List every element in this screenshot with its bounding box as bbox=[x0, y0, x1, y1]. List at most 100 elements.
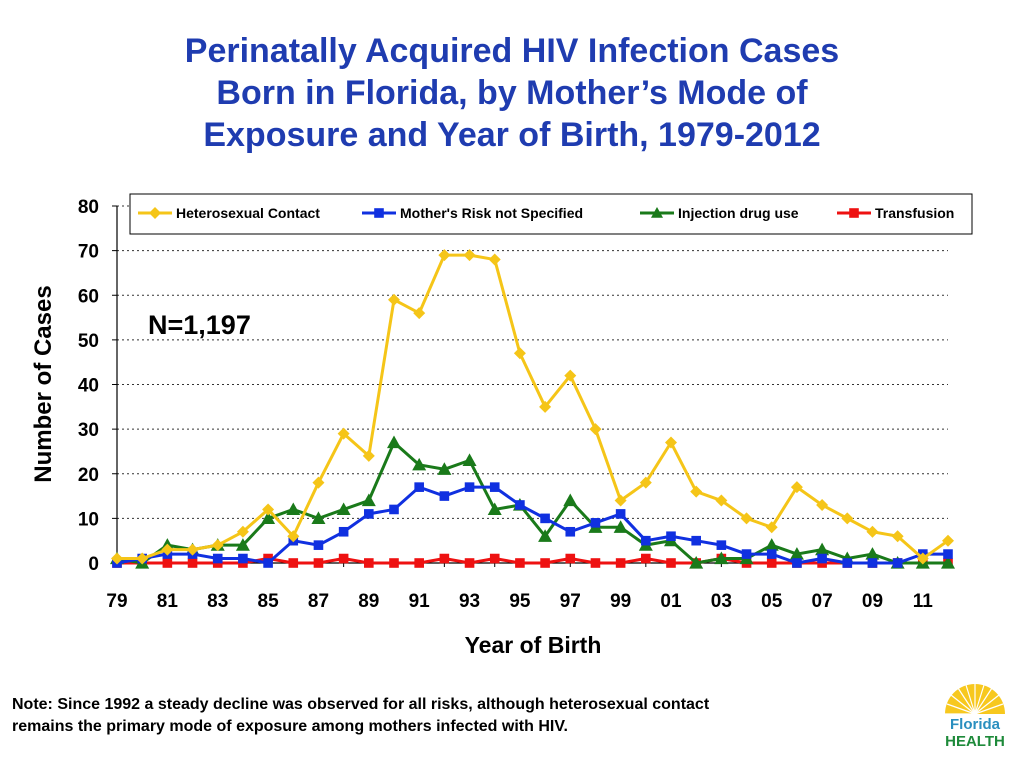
data-point-s0 bbox=[564, 369, 577, 382]
data-point-s2 bbox=[286, 502, 301, 516]
data-point-s3 bbox=[364, 558, 374, 568]
data-point-s0 bbox=[790, 481, 803, 494]
data-point-s2 bbox=[613, 520, 628, 533]
x-tick-label: 91 bbox=[409, 591, 431, 612]
data-point-s0 bbox=[740, 512, 753, 525]
data-point-s2 bbox=[387, 435, 401, 449]
data-point-s3 bbox=[389, 558, 399, 568]
data-point-s2 bbox=[462, 453, 477, 466]
x-axis-title: Year of Birth bbox=[465, 632, 602, 658]
x-tick-label: 11 bbox=[913, 591, 934, 612]
data-point-s1 bbox=[590, 518, 601, 528]
data-point-s3 bbox=[464, 558, 475, 568]
data-point-s2 bbox=[563, 493, 578, 507]
legend-marker bbox=[374, 208, 384, 218]
florida-health-logo: Florida HEALTH bbox=[945, 684, 1005, 750]
legend-label: Mother's Risk not Specified bbox=[400, 205, 583, 221]
series-line-0 bbox=[117, 253, 949, 561]
data-point-s1 bbox=[439, 491, 450, 501]
data-point-s0 bbox=[614, 494, 627, 507]
data-point-s0 bbox=[287, 530, 300, 543]
x-tick-label: 01 bbox=[660, 591, 682, 612]
sample-size-annotation: N=1,197 bbox=[148, 310, 251, 340]
x-tick-label: 97 bbox=[560, 591, 581, 612]
data-point-s1 bbox=[263, 558, 273, 568]
legend-marker bbox=[849, 208, 859, 218]
footnote-line-1: Note: Since 1992 a steady decline was ob… bbox=[12, 696, 710, 713]
data-point-s1 bbox=[212, 553, 223, 564]
data-point-s1 bbox=[867, 558, 878, 568]
sun-icon bbox=[945, 684, 1005, 715]
data-point-s3 bbox=[439, 553, 450, 564]
x-tick-label: 87 bbox=[308, 591, 329, 612]
y-tick-label: 70 bbox=[78, 242, 99, 263]
title-line-1: Perinatally Acquired HIV Infection Cases bbox=[184, 32, 840, 70]
svg-text:Florida: Florida bbox=[950, 716, 1001, 733]
data-point-s0 bbox=[111, 552, 123, 565]
data-point-s0 bbox=[891, 530, 904, 543]
data-point-s1 bbox=[691, 535, 701, 546]
data-point-s0 bbox=[236, 525, 249, 538]
x-tick-label: 05 bbox=[761, 591, 783, 612]
data-point-s0 bbox=[841, 512, 854, 525]
svg-text:HEALTH: HEALTH bbox=[945, 733, 1005, 750]
x-tick-label: 81 bbox=[157, 591, 179, 612]
data-point-s3 bbox=[313, 558, 324, 568]
data-point-s1 bbox=[313, 540, 324, 550]
data-point-s0 bbox=[488, 253, 501, 266]
data-point-s3 bbox=[540, 558, 550, 568]
data-point-s0 bbox=[916, 552, 929, 565]
data-point-s3 bbox=[414, 558, 424, 568]
data-point-s2 bbox=[261, 511, 276, 524]
data-point-s3 bbox=[187, 558, 198, 568]
data-point-s0 bbox=[463, 249, 476, 262]
data-point-s1 bbox=[842, 558, 853, 568]
chart-title: Perinatally Acquired HIV Infection Cases… bbox=[60, 30, 964, 156]
data-point-s3 bbox=[615, 558, 626, 568]
data-point-s1 bbox=[389, 504, 399, 515]
data-point-s0 bbox=[362, 449, 375, 462]
data-point-s1 bbox=[741, 549, 752, 559]
data-point-s1 bbox=[540, 513, 550, 524]
footnote-line-2: remains the primary mode of exposure amo… bbox=[12, 718, 568, 735]
data-point-s0 bbox=[665, 436, 677, 449]
data-point-s0 bbox=[539, 400, 552, 413]
x-tick-label: 07 bbox=[812, 591, 833, 612]
data-point-s2 bbox=[941, 556, 955, 569]
legend-marker bbox=[149, 207, 161, 219]
data-point-s0 bbox=[413, 307, 426, 320]
data-point-s3 bbox=[489, 553, 500, 564]
y-tick-label: 30 bbox=[78, 420, 99, 441]
data-point-s0 bbox=[136, 552, 149, 565]
data-point-s1 bbox=[414, 482, 424, 492]
data-point-s2 bbox=[336, 502, 351, 516]
y-tick-label: 10 bbox=[78, 509, 99, 530]
data-point-s2 bbox=[815, 542, 830, 556]
title-line-2: Born in Florida, by Mother’s Mode of bbox=[216, 74, 808, 112]
data-point-s0 bbox=[337, 427, 350, 440]
data-point-s3 bbox=[590, 558, 601, 568]
data-point-s2 bbox=[865, 547, 880, 560]
data-point-s0 bbox=[211, 539, 224, 552]
data-point-s1 bbox=[615, 509, 626, 519]
data-point-s0 bbox=[388, 293, 400, 306]
data-point-s1 bbox=[943, 549, 953, 559]
data-point-s2 bbox=[487, 502, 502, 516]
data-point-s2 bbox=[437, 462, 452, 475]
x-tick-label: 95 bbox=[509, 591, 531, 612]
data-point-s1 bbox=[565, 526, 576, 537]
data-point-s0 bbox=[589, 423, 602, 436]
data-point-s3 bbox=[288, 558, 299, 568]
data-point-s0 bbox=[186, 543, 199, 556]
data-point-s3 bbox=[162, 558, 173, 568]
x-tick-label: 03 bbox=[711, 591, 732, 612]
data-point-s0 bbox=[942, 534, 954, 547]
data-point-s3 bbox=[766, 558, 777, 568]
title-line-3: Exposure and Year of Birth, 1979-2012 bbox=[203, 116, 821, 154]
legend-label: Transfusion bbox=[875, 205, 954, 221]
data-point-s1 bbox=[792, 558, 802, 568]
data-point-s1 bbox=[641, 535, 651, 546]
data-point-s0 bbox=[262, 503, 275, 516]
data-point-s2 bbox=[764, 538, 779, 551]
